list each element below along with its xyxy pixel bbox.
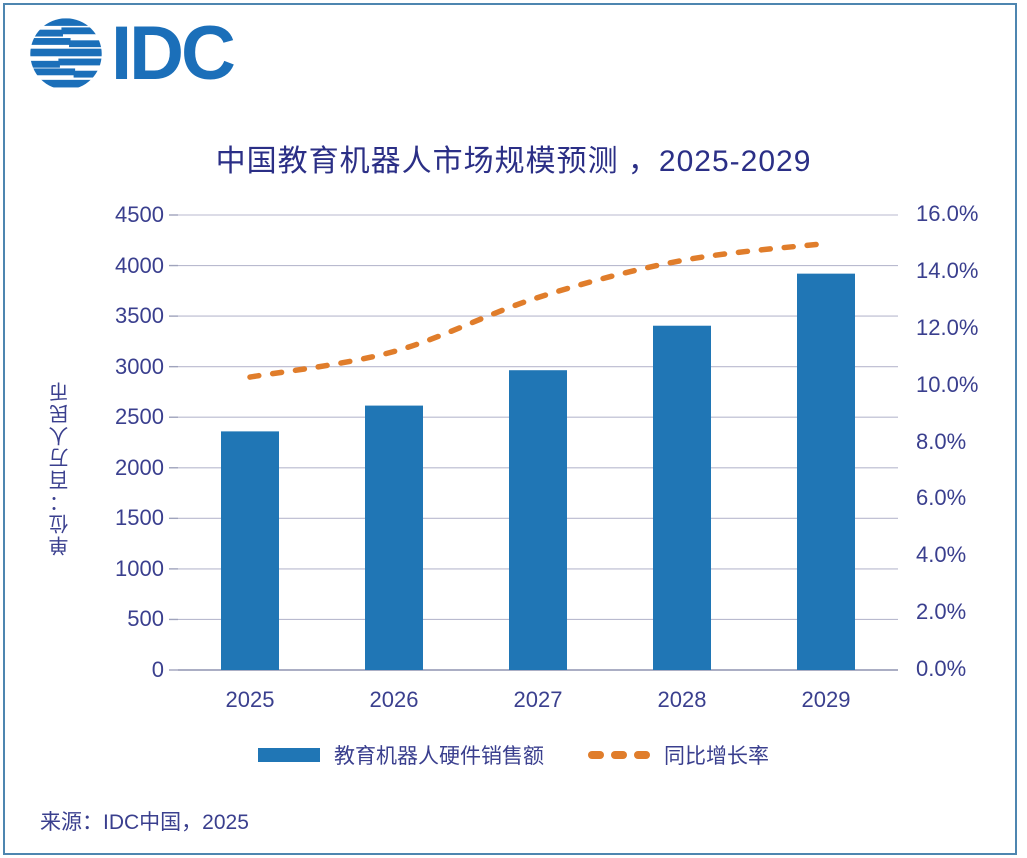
bar-2029 — [797, 273, 855, 670]
bar-2028 — [653, 325, 711, 670]
chart-title: 中国教育机器人市场规模预测 ，2025-2029 — [215, 145, 812, 178]
left-axis-title: 单位：百万人民币 — [50, 380, 72, 556]
line-series-swatch — [588, 751, 650, 759]
line-series-label: 同比增长率 — [664, 745, 769, 768]
idc-globe-icon — [30, 18, 102, 88]
growth-rate-dashed-line — [247, 240, 829, 380]
source-note: 来源：IDC中国，2025 — [40, 811, 249, 834]
bar-2026 — [365, 405, 423, 670]
idc-wordmark: IDC — [111, 11, 236, 96]
bar-series-swatch — [258, 748, 320, 762]
bar-2027 — [509, 370, 567, 670]
bar-2025 — [221, 431, 279, 670]
chart-legend: 教育机器人硬件销售额 同比增长率 — [0, 740, 1027, 770]
idc-logo: IDC — [28, 11, 236, 96]
bar-series-label: 教育机器人硬件销售额 — [334, 745, 544, 768]
legend-item-line-series: 同比增长率 — [588, 740, 769, 770]
legend-item-bar-series: 教育机器人硬件销售额 — [258, 740, 544, 770]
